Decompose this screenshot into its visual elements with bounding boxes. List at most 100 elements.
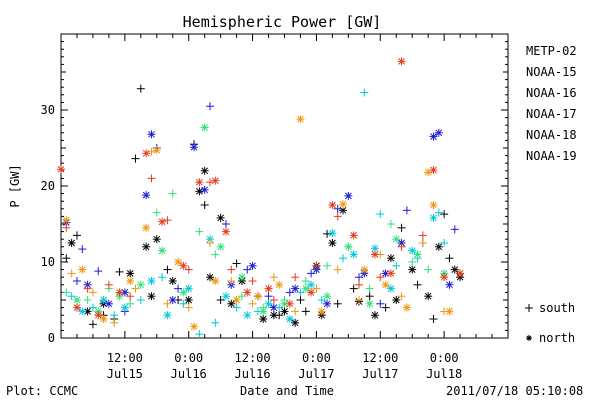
data-point-north	[280, 307, 289, 316]
data-point-north	[190, 322, 199, 331]
data-point-north	[392, 296, 401, 304]
data-point-south	[386, 220, 395, 228]
data-point-north	[115, 288, 124, 297]
data-point-south	[307, 269, 316, 278]
data-point-north	[264, 299, 273, 308]
data-point-south	[408, 258, 417, 266]
data-point-north	[195, 187, 204, 196]
data-point-south	[62, 223, 71, 232]
data-point-south	[440, 239, 449, 247]
data-point-north	[445, 307, 454, 316]
data-point-south	[264, 292, 273, 301]
data-point-south	[434, 208, 443, 217]
y-axis: 0 10 20 30	[41, 33, 508, 345]
data-point-north	[221, 292, 230, 301]
data-point-north	[99, 315, 108, 323]
data-point-south	[333, 212, 342, 221]
data-point-north	[429, 213, 438, 222]
data-point-south	[365, 284, 374, 293]
data-point-north	[248, 261, 257, 270]
data-point-north	[269, 303, 278, 312]
data-point-north	[434, 128, 443, 137]
data-point-south	[126, 299, 135, 308]
data-point-south	[179, 299, 188, 308]
data-point-south	[339, 254, 348, 263]
data-point-north	[445, 280, 454, 289]
data-point-south	[158, 273, 167, 282]
data-point-north	[227, 299, 236, 308]
data-point-south	[355, 296, 363, 304]
data-point-north	[142, 223, 151, 232]
data-point-north	[142, 149, 151, 158]
legend-entry: NOAA-16	[526, 86, 577, 100]
legend-entry: METP-02	[526, 44, 577, 58]
data-point-south	[174, 284, 183, 293]
data-point-south	[227, 265, 236, 274]
data-point-south	[275, 303, 284, 312]
legend-entry: NOAA-15	[526, 65, 577, 79]
data-point-south	[131, 284, 140, 293]
data-point-south	[333, 265, 342, 274]
data-point-south	[365, 292, 374, 301]
data-point-south	[136, 296, 145, 304]
data-point-north	[158, 246, 167, 255]
y-tick-label: 20	[41, 179, 55, 193]
x-tick-sublabel: Jul15	[107, 367, 143, 381]
data-point-north	[408, 246, 417, 255]
data-point-south	[317, 296, 326, 304]
data-point-north	[147, 130, 156, 139]
data-point-north	[328, 239, 337, 247]
data-point-north	[259, 307, 268, 316]
data-point-south	[206, 239, 214, 247]
data-point-south	[94, 267, 103, 276]
data-point-north	[301, 284, 310, 293]
data-point-south	[62, 254, 71, 263]
data-point-north	[168, 277, 177, 285]
chart-title: Hemispheric Power [GW]	[183, 13, 382, 31]
legend-entry: NOAA-17	[526, 107, 577, 121]
data-point-north	[264, 284, 273, 293]
data-point-south	[152, 208, 161, 217]
data-point-south	[83, 296, 92, 304]
data-point-north	[328, 201, 337, 209]
data-point-south	[376, 273, 385, 282]
data-point-north	[328, 229, 337, 238]
data-point-north	[126, 277, 135, 285]
data-point-north	[67, 239, 76, 247]
data-point-south	[136, 84, 145, 93]
data-point-north	[152, 235, 161, 244]
data-point-south	[216, 296, 225, 304]
data-point-north	[440, 273, 449, 282]
data-point-north	[78, 265, 87, 274]
data-point-south	[323, 229, 332, 238]
data-point-south	[445, 254, 454, 263]
plot-credit: Plot: CCMC	[6, 384, 78, 398]
data-point-south	[104, 280, 113, 289]
data-point-south	[413, 280, 422, 289]
data-point-south	[67, 292, 76, 301]
data-point-north	[269, 311, 278, 320]
data-point-north	[200, 166, 209, 175]
data-point-north	[386, 269, 395, 278]
data-point-north	[285, 299, 294, 308]
data-point-south	[418, 239, 427, 247]
data-point-north	[307, 280, 316, 289]
data-point-south	[221, 220, 230, 228]
data-point-south	[424, 265, 433, 274]
data-point-south	[418, 231, 427, 240]
data-point-south	[232, 303, 241, 312]
legend: METP-02 NOAA-15 NOAA-16 NOAA-17 NOAA-18 NOAA-…	[526, 44, 577, 163]
data-point-north	[243, 288, 252, 297]
data-point-north	[397, 57, 406, 66]
data-point-north	[195, 178, 204, 187]
data-point-north	[72, 296, 81, 304]
data-point-south	[163, 265, 172, 274]
data-point-south	[88, 288, 97, 297]
data-point-south	[248, 277, 257, 285]
data-point-south	[429, 315, 438, 323]
x-tick-label: 0:00	[174, 351, 203, 365]
data-point-north	[424, 292, 433, 301]
data-point-south	[88, 303, 97, 312]
data-point-north	[72, 303, 81, 312]
